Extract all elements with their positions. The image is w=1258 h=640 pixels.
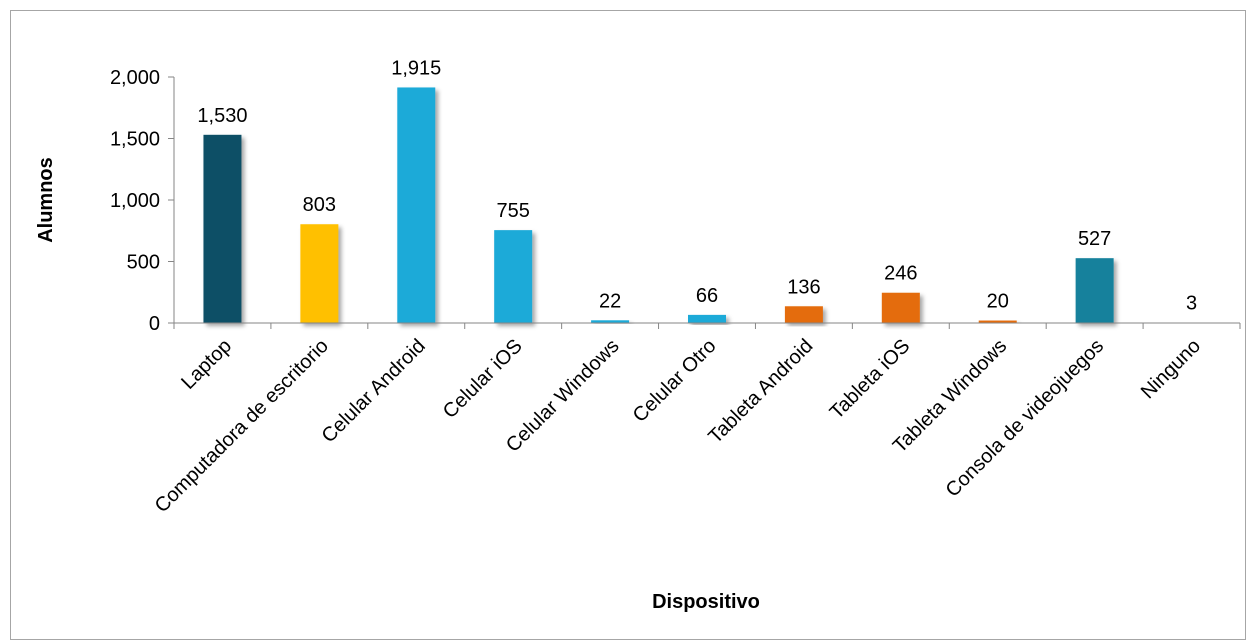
- x-category-label: Celular iOS: [439, 335, 527, 423]
- x-axis-title: Dispositivo: [652, 591, 760, 613]
- x-category-label: Computadora de escritorio: [151, 335, 333, 517]
- data-label: 803: [303, 194, 336, 216]
- bar: [784, 306, 823, 323]
- x-category-label: Tableta iOS: [826, 335, 915, 424]
- data-label: 136: [787, 276, 820, 298]
- bar: [978, 320, 1017, 323]
- data-label: 20: [987, 291, 1009, 313]
- data-label: 3: [1186, 293, 1197, 315]
- bar: [1075, 258, 1114, 323]
- x-category-label: Celular Otro: [629, 335, 721, 427]
- data-label: 66: [696, 285, 718, 307]
- bar: [494, 230, 533, 323]
- y-tick-label: 500: [127, 252, 160, 274]
- bar: [688, 314, 726, 323]
- data-label: 22: [599, 290, 621, 312]
- x-category-label: Consola de videojuegos: [942, 335, 1109, 502]
- data-label: 755: [496, 200, 529, 222]
- y-axis-title: Alumnos: [35, 157, 57, 243]
- x-category-label: Ninguno: [1137, 335, 1205, 403]
- bar: [397, 87, 436, 323]
- y-tick-label: 1,500: [110, 129, 160, 151]
- data-label: 527: [1078, 228, 1111, 250]
- bar-chart: 0 500 1,000 1,500 2,000 1,530 803 1,915 755 22 66…: [35, 57, 1241, 613]
- y-tick-label: 2,000: [110, 67, 160, 89]
- x-category-label: Laptop: [177, 335, 236, 394]
- bar: [203, 134, 242, 323]
- data-label: 1,915: [391, 57, 441, 79]
- x-category-label: Celular Android: [318, 335, 430, 447]
- data-label: 1,530: [197, 105, 247, 127]
- data-label: 246: [884, 263, 917, 285]
- bar: [881, 292, 920, 323]
- y-tick-label: 0: [149, 313, 160, 335]
- bar: [300, 224, 339, 323]
- x-category-label: Tableta Android: [704, 335, 817, 448]
- bar: [591, 320, 630, 323]
- y-tick-label: 1,000: [110, 190, 160, 212]
